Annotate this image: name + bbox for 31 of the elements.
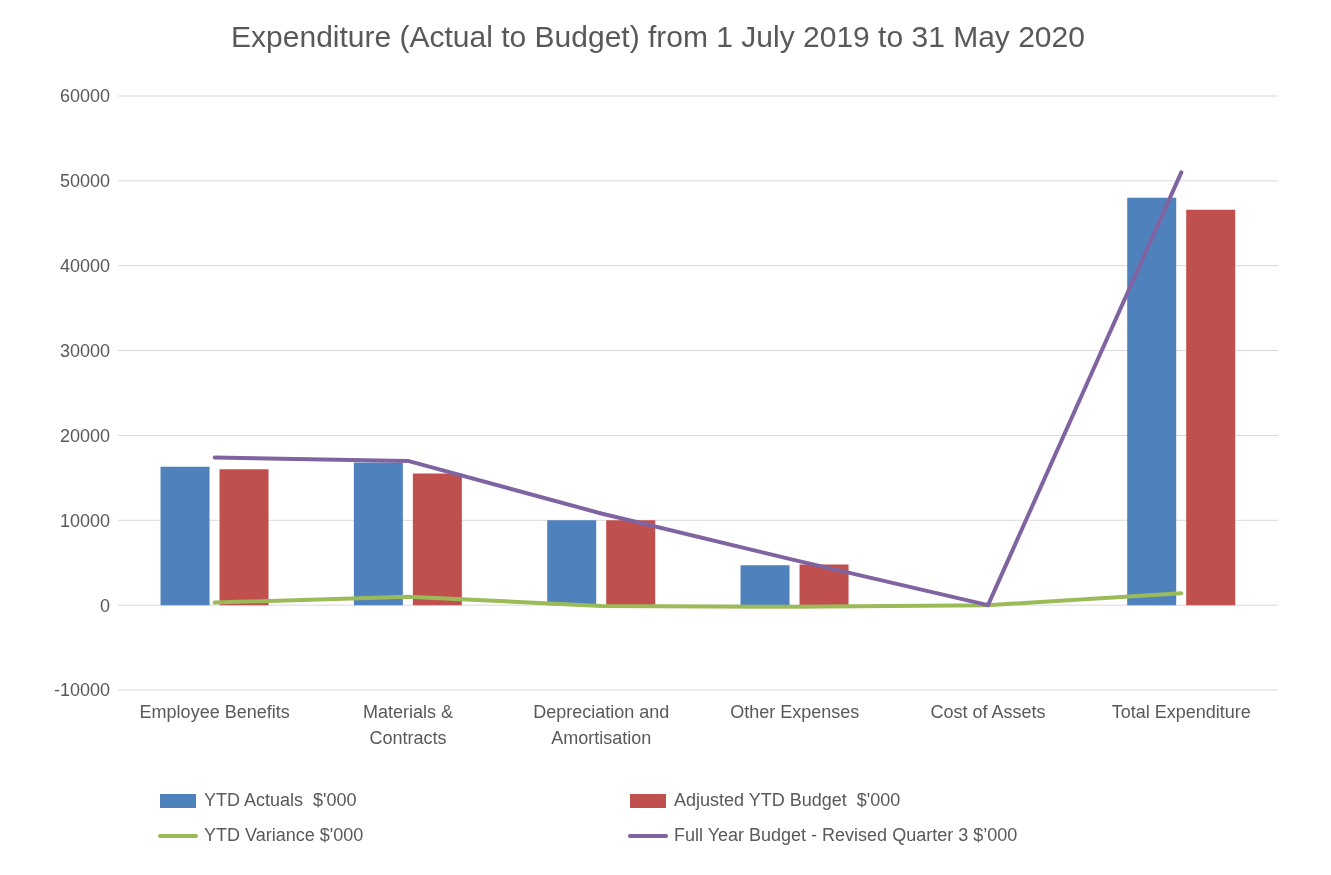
y-tick-label: 10000 bbox=[59, 510, 110, 531]
x-tick-label: Materials & Contracts bbox=[362, 702, 454, 748]
y-tick-label: 30000 bbox=[59, 340, 110, 361]
legend-label: YTD Variance $'000 bbox=[204, 825, 364, 846]
bar bbox=[219, 469, 269, 606]
x-tick-label: Depreciation and Amortisation bbox=[533, 702, 670, 748]
bar bbox=[547, 520, 597, 606]
bar bbox=[1127, 197, 1177, 606]
y-tick-label: 20000 bbox=[59, 425, 110, 446]
bar bbox=[160, 466, 210, 606]
x-tick-label: Total Expenditure bbox=[1111, 702, 1251, 722]
bar bbox=[606, 520, 656, 606]
bar bbox=[799, 564, 849, 606]
bar bbox=[740, 565, 790, 606]
legend-label: Full Year Budget - Revised Quarter 3 $’000 bbox=[674, 825, 1018, 846]
legend-label: YTD Actuals $'000 bbox=[204, 790, 357, 811]
x-tick-label: Employee Benefits bbox=[139, 702, 290, 722]
line-series bbox=[212, 170, 1184, 608]
bar bbox=[412, 473, 462, 606]
line-series bbox=[212, 591, 1184, 609]
y-tick-label: -10000 bbox=[53, 680, 110, 701]
y-tick-label: 60000 bbox=[59, 86, 110, 107]
legend-label: Adjusted YTD Budget $'000 bbox=[674, 790, 901, 811]
x-tick-label: Other Expenses bbox=[730, 702, 860, 722]
x-tick-label: Cost of Assets bbox=[930, 702, 1046, 722]
bar bbox=[353, 462, 403, 606]
bar bbox=[1186, 209, 1236, 606]
chart-title: Expenditure (Actual to Budget) from 1 July 2019 to 31 May 2020 bbox=[230, 19, 1086, 55]
y-tick-label: 50000 bbox=[59, 171, 110, 192]
y-tick-label: 40000 bbox=[59, 256, 110, 277]
y-tick-label: 0 bbox=[99, 595, 110, 616]
